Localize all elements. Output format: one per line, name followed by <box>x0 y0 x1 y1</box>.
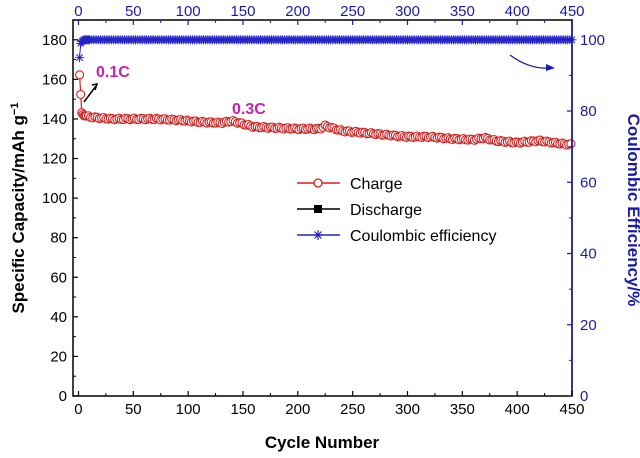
y-left-axis-title: Specific Capacity/mAh g−1 <box>9 103 28 314</box>
legend-discharge-label: Discharge <box>350 202 422 219</box>
x-top-tick-label: 50 <box>125 3 142 20</box>
charge-point <box>75 70 85 80</box>
charge-point <box>76 89 86 99</box>
x-axis-ticks: 0 0 50 50 100 100 150 150 200 200 250 250 300 300 350 3… <box>74 3 584 418</box>
rate-arrow <box>83 85 97 103</box>
x-tick-label: 350 <box>450 401 475 418</box>
y-left-tick-label: 180 <box>42 32 67 49</box>
y-right-tick-label: 0 <box>580 388 588 405</box>
y-right-tick-label: 100 <box>580 32 605 49</box>
y-left-tick-label: 20 <box>50 348 67 365</box>
x-top-tick-label: 250 <box>340 3 365 20</box>
y-left-tick-label: 60 <box>50 269 67 286</box>
ce-series-marks <box>75 35 577 63</box>
x-top-tick-label: 200 <box>285 3 310 20</box>
y-left-tick-label: 100 <box>42 190 67 207</box>
legend: Charge Discharge Coulombic efficiency <box>297 176 496 245</box>
y-right-tick-label: 60 <box>580 174 597 191</box>
x-top-tick-label: 100 <box>176 3 201 20</box>
x-tick-label: 200 <box>285 401 310 418</box>
y-left-tick-label: 80 <box>50 230 67 247</box>
x-top-tick-label: 0 <box>74 3 82 20</box>
legend-charge-label: Charge <box>350 176 403 193</box>
y-right-axis-title: Coulombic Efficiency/% <box>624 114 640 307</box>
x-tick-label: 0 <box>74 401 82 418</box>
y-right-tick-label: 20 <box>580 317 597 334</box>
legend-discharge-marker <box>314 205 322 213</box>
x-tick-label: 300 <box>395 401 420 418</box>
x-tick-label: 100 <box>176 401 201 418</box>
x-axis-title: Cycle Number <box>265 433 380 452</box>
x-tick-label: 50 <box>125 401 142 418</box>
legend-ce-label: Coulombic efficiency <box>350 228 496 245</box>
y-left-tick-label: 0 <box>59 388 67 405</box>
charge-series-marks <box>75 70 576 150</box>
legend-charge-marker <box>313 178 323 188</box>
y-right-axis-ticks: 0 20 40 60 80 100 <box>567 32 605 405</box>
y-left-tick-label: 120 <box>42 151 67 168</box>
annotation-0-1c: 0.1C <box>96 64 130 81</box>
x-top-tick-label: 300 <box>395 3 420 20</box>
x-tick-label: 450 <box>559 401 584 418</box>
x-top-tick-label: 350 <box>450 3 475 20</box>
y-left-axis-ticks: 0 20 40 60 80 100 120 140 160 180 <box>42 32 78 405</box>
y-left-tick-label: 140 <box>42 111 67 128</box>
y-right-tick-label: 40 <box>580 246 597 263</box>
x-top-tick-label: 150 <box>230 3 255 20</box>
x-top-tick-label: 450 <box>559 3 584 20</box>
y-right-tick-label: 80 <box>580 103 597 120</box>
y-left-tick-label: 160 <box>42 71 67 88</box>
x-tick-label: 250 <box>340 401 365 418</box>
ce-point <box>75 53 85 63</box>
y-left-tick-label: 40 <box>50 309 67 326</box>
legend-ce-marker <box>313 230 323 240</box>
x-top-tick-label: 400 <box>505 3 530 20</box>
x-tick-label: 400 <box>505 401 530 418</box>
x-tick-label: 150 <box>230 401 255 418</box>
ce-axis-arrowhead <box>546 64 555 71</box>
rate-arrowhead <box>91 83 99 91</box>
annotation-0-3c: 0.3C <box>232 101 266 118</box>
charge-point <box>566 139 576 149</box>
